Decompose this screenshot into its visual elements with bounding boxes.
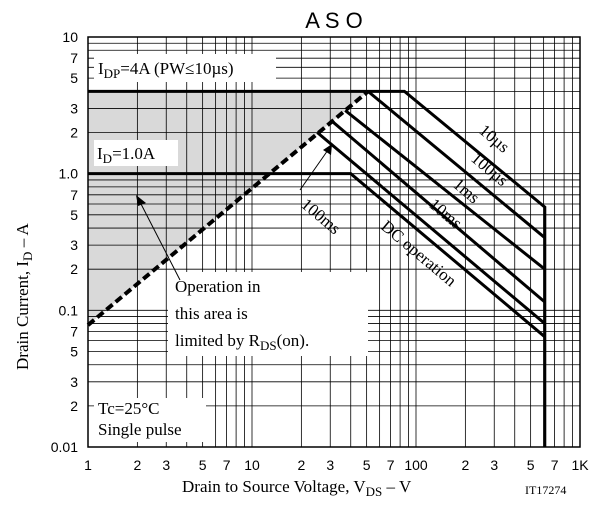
rds-label: limited by RDS(on). — [175, 331, 309, 353]
y-tick-label: 2 — [70, 261, 78, 277]
y-tick-label: 0.1 — [59, 302, 79, 318]
rds-label: Operation in — [175, 277, 261, 296]
x-tick-label: 3 — [490, 457, 498, 473]
y-tick-label: 3 — [70, 374, 78, 390]
soa-line — [344, 109, 546, 271]
label-box — [168, 272, 368, 356]
soa-line — [331, 120, 546, 304]
rds-label: this area is — [175, 304, 248, 323]
x-tick-label: 100 — [404, 457, 428, 473]
x-tick-label: 7 — [387, 457, 395, 473]
y-tick-label: 3 — [70, 237, 78, 253]
y-tick-label: 7 — [70, 50, 78, 66]
line-layer — [86, 89, 547, 447]
series-label: 100ms — [297, 195, 344, 239]
x-tick-label: 2 — [133, 457, 141, 473]
y-tick-label: 5 — [70, 70, 78, 86]
x-axis-label: Drain to Source Voltage, VDS – V — [182, 477, 412, 499]
label-box — [94, 54, 276, 82]
x-tick-label: 2 — [461, 457, 469, 473]
condition-label: Tc=25°C — [98, 399, 159, 418]
condition-label: Single pulse — [98, 420, 182, 439]
x-tick-label: 1 — [84, 457, 92, 473]
x-tick-label: 5 — [199, 457, 207, 473]
y-tick-label: 2 — [70, 398, 78, 414]
arrow-head — [136, 195, 146, 206]
x-tick-label: 7 — [223, 457, 231, 473]
chart-title: A S O — [305, 8, 362, 33]
y-tick-label: 7 — [70, 324, 78, 340]
pointer-arrow — [139, 201, 181, 281]
y-tick-label: 7 — [70, 187, 78, 203]
x-tick-label: 10 — [244, 457, 260, 473]
idp-label: IDP=4A (PW≤10µs) — [98, 59, 234, 81]
figure-code: IT17274 — [525, 483, 566, 497]
y-tick-label: 1.0 — [59, 166, 79, 182]
soa-line — [88, 172, 546, 338]
plot-frame — [87, 36, 581, 448]
soa-line — [88, 89, 547, 447]
x-tick-label: 5 — [527, 457, 535, 473]
x-tick-label: 5 — [363, 457, 371, 473]
y-axis-label: Drain Current, ID – A — [13, 222, 35, 370]
y-tick-label: 3 — [70, 100, 78, 116]
arrow-head — [323, 144, 332, 155]
grid-layer — [87, 36, 581, 448]
rds-limit-line — [86, 89, 370, 327]
y-tick-label: 5 — [70, 343, 78, 359]
x-tick-label: 3 — [162, 457, 170, 473]
soa-line — [316, 131, 546, 325]
y-tick-label: 0.01 — [51, 439, 78, 455]
x-tick-label: 7 — [551, 457, 559, 473]
y-tick-label: 2 — [70, 125, 78, 141]
soa-line — [367, 90, 546, 239]
label-box — [94, 398, 206, 442]
x-tick-label: 1K — [571, 457, 589, 473]
pointer-arrow — [299, 149, 329, 191]
id-label: ID=1.0A — [97, 144, 156, 166]
x-tick-label: 2 — [297, 457, 305, 473]
label-box — [94, 140, 178, 166]
x-tick-label: 3 — [326, 457, 334, 473]
y-tick-label: 5 — [70, 207, 78, 223]
series-label: 1ms — [449, 175, 483, 208]
y-tick-label: 10 — [62, 29, 78, 45]
